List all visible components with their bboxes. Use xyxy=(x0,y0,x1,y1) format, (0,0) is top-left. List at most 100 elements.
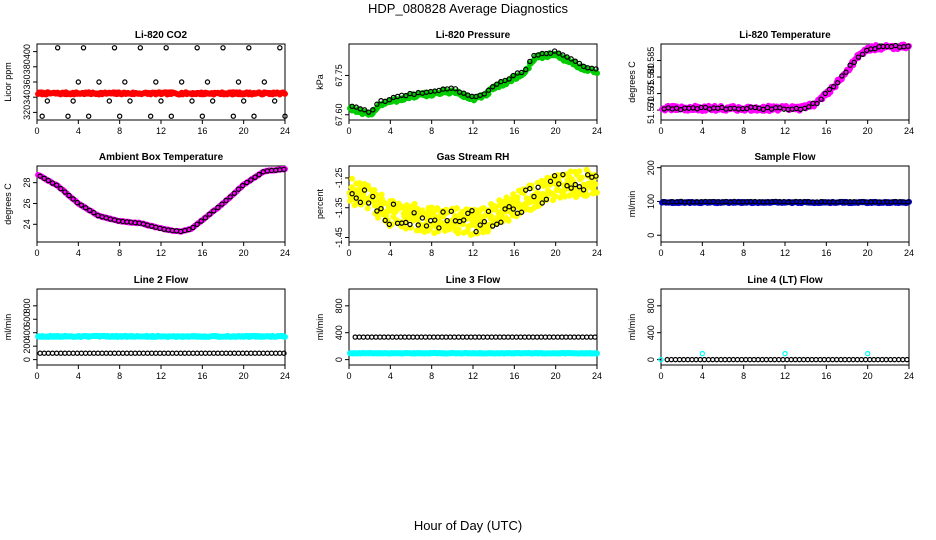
data-point xyxy=(137,45,144,51)
x-tick-label: 24 xyxy=(280,248,290,258)
data-point xyxy=(564,183,570,189)
data-point xyxy=(54,45,61,51)
x-tick-label: 0 xyxy=(658,248,663,258)
data-point xyxy=(523,66,529,73)
data-point xyxy=(370,193,376,200)
data-point xyxy=(37,173,43,179)
data-point xyxy=(822,90,829,97)
x-tick-label: 24 xyxy=(904,371,914,381)
x-tick-label: 4 xyxy=(76,248,81,258)
data-point xyxy=(251,113,257,119)
x-tick-label: 4 xyxy=(388,248,393,258)
data-point xyxy=(465,210,471,217)
series-2 xyxy=(349,48,599,115)
y-tick-label: 200 xyxy=(646,160,656,175)
x-tick-label: 0 xyxy=(658,371,663,381)
data-point xyxy=(584,191,591,198)
y-tick-label: 400 xyxy=(22,44,32,59)
x-tick-label: 8 xyxy=(429,371,434,381)
x-tick-label: 24 xyxy=(592,371,602,381)
data-point xyxy=(411,210,417,216)
data-point xyxy=(386,97,392,103)
x-tick-label: 0 xyxy=(346,126,351,136)
data-point xyxy=(231,190,238,197)
y-tick-label: 320 xyxy=(22,105,32,120)
x-tick-label: 12 xyxy=(468,371,478,381)
panel-title: Li-820 Temperature xyxy=(739,30,831,41)
data-point xyxy=(53,182,60,188)
data-point xyxy=(41,175,47,182)
data-point xyxy=(564,54,570,60)
x-tick-label: 0 xyxy=(346,371,351,381)
data-point xyxy=(576,184,583,190)
data-point xyxy=(518,69,525,76)
series-1 xyxy=(35,332,288,340)
x-tick-label: 12 xyxy=(780,371,790,381)
data-point xyxy=(585,172,591,178)
data-point xyxy=(547,50,554,56)
data-point xyxy=(163,45,169,51)
y-axis-label: kPa xyxy=(315,74,325,90)
series-1 xyxy=(35,165,288,235)
data-point xyxy=(905,199,911,205)
y-tick-label: 26 xyxy=(22,198,32,208)
data-point xyxy=(116,113,123,119)
y-axis-label: degrees C xyxy=(3,183,13,225)
data-point xyxy=(74,199,81,206)
x-tick-label: 12 xyxy=(468,248,478,258)
x-tick-label: 8 xyxy=(117,126,122,136)
x-tick-label: 20 xyxy=(863,126,873,136)
plot-frame xyxy=(660,288,910,366)
x-tick-label: 16 xyxy=(197,248,207,258)
x-tick-label: 16 xyxy=(509,248,519,258)
y-axis-label: ml/min xyxy=(627,191,637,218)
data-point xyxy=(415,222,421,228)
data-point xyxy=(535,184,541,190)
panel-title: Li-820 CO2 xyxy=(135,30,188,41)
data-point xyxy=(835,80,841,86)
data-point xyxy=(560,52,566,58)
data-point xyxy=(402,225,409,232)
data-point xyxy=(246,45,252,51)
data-point xyxy=(579,174,586,181)
data-point xyxy=(248,177,254,183)
x-tick-label: 12 xyxy=(468,126,478,136)
data-point xyxy=(281,166,287,173)
data-point xyxy=(58,185,64,192)
data-point xyxy=(436,225,442,231)
panel-title: Line 2 Flow xyxy=(134,275,189,286)
y-tick-label: 24 xyxy=(22,219,32,229)
data-point xyxy=(806,104,812,110)
x-tick-label: 12 xyxy=(156,371,166,381)
data-point xyxy=(374,208,380,214)
data-point xyxy=(80,45,87,51)
x-tick-label: 8 xyxy=(117,371,122,381)
x-tick-label: 16 xyxy=(197,126,207,136)
data-point xyxy=(66,192,72,199)
data-point xyxy=(423,223,430,229)
data-point xyxy=(281,333,288,340)
data-point xyxy=(855,54,862,60)
y-tick-label: 800 xyxy=(22,298,32,313)
data-point xyxy=(568,185,574,191)
data-point xyxy=(235,79,242,85)
y-axis-label: ml/min xyxy=(315,314,325,341)
data-point xyxy=(403,92,409,99)
data-point xyxy=(378,205,384,212)
data-point xyxy=(65,113,71,119)
x-tick-label: 4 xyxy=(388,371,393,381)
y-tick-label: 600 xyxy=(22,312,32,327)
data-point xyxy=(492,204,499,211)
x-tick-label: 24 xyxy=(280,371,290,381)
data-point xyxy=(235,186,242,192)
data-point xyxy=(461,90,467,96)
data-point xyxy=(282,113,288,119)
data-point xyxy=(826,86,833,93)
data-point xyxy=(202,215,209,221)
x-tick-label: 16 xyxy=(821,126,831,136)
data-point xyxy=(699,350,706,357)
data-point xyxy=(194,45,200,51)
x-tick-label: 16 xyxy=(509,126,519,136)
data-point xyxy=(453,205,460,212)
